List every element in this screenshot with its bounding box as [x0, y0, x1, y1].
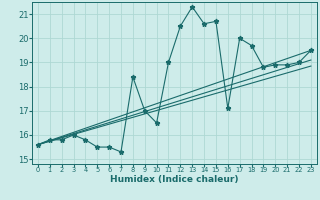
X-axis label: Humidex (Indice chaleur): Humidex (Indice chaleur): [110, 175, 239, 184]
